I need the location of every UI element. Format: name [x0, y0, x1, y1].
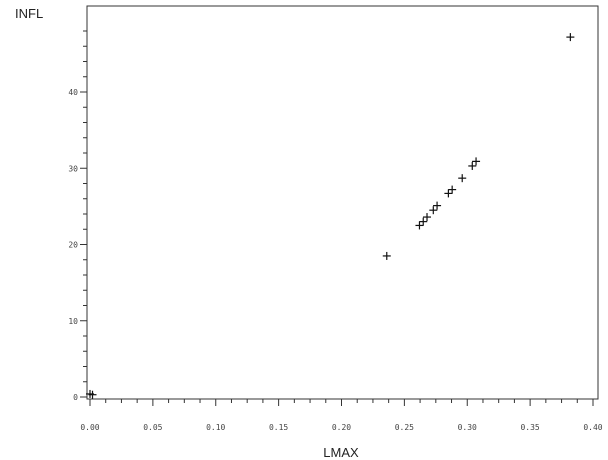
- data-point: [444, 189, 453, 198]
- x-tick-label: 0.35: [520, 423, 539, 432]
- y-tick-label: 30: [68, 164, 78, 173]
- data-point: [415, 221, 424, 230]
- data-point: [468, 161, 477, 170]
- data-point: [566, 33, 575, 42]
- x-tick-label: 0.00: [80, 423, 99, 432]
- data-point: [419, 217, 428, 226]
- data-point: [88, 390, 97, 399]
- y-axis-title: INFL: [15, 6, 43, 21]
- x-tick-label: 0.10: [206, 423, 225, 432]
- x-tick-label: 0.15: [269, 423, 288, 432]
- y-tick-label: 20: [68, 241, 78, 250]
- y-tick-label: 0: [73, 393, 78, 402]
- data-point: [429, 206, 438, 215]
- x-tick-label: 0.05: [143, 423, 162, 432]
- y-tick-label: 10: [68, 317, 78, 326]
- plot-frame: [86, 5, 599, 400]
- data-point: [382, 251, 391, 260]
- data-point: [448, 185, 457, 194]
- x-tick-label: 0.40: [583, 423, 602, 432]
- data-points: [86, 33, 575, 399]
- x-tick-label: 0.25: [395, 423, 414, 432]
- x-axis: 0.00 0.05 0.10 0.15 0.20 0.25 0.30 0.35 0.40: [80, 399, 603, 432]
- data-point: [433, 201, 442, 210]
- data-point: [423, 213, 432, 222]
- y-tick-label: 40: [68, 88, 78, 97]
- x-tick-label: 0.20: [332, 423, 351, 432]
- data-point: [472, 157, 481, 166]
- x-axis-title: LMAX: [323, 445, 359, 460]
- data-point: [458, 174, 467, 183]
- y-axis: 0 10 20 30 40: [68, 30, 87, 402]
- x-tick-label: 0.30: [458, 423, 477, 432]
